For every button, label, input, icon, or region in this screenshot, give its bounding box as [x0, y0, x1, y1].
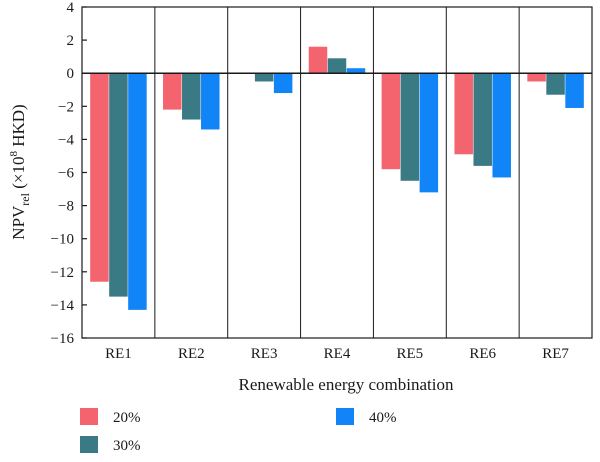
bar-re7-series-2: [546, 73, 565, 95]
x-tick-label-re7: RE7: [542, 346, 569, 362]
bar-re6-series-3: [492, 73, 511, 178]
legend: 20% 30% 40%: [80, 408, 397, 454]
bar-re4-series-1: [308, 46, 328, 74]
x-tick-label-re4: RE4: [324, 346, 351, 362]
y-axis-title-prefix: (×10: [9, 157, 28, 194]
bar-re7-series-1: [527, 73, 546, 82]
y-axis-title-sup: 8: [8, 151, 20, 157]
y-tick-label: −8: [58, 199, 74, 215]
bar-re7-series-3: [565, 73, 584, 108]
bar-re2-series-2: [182, 73, 201, 120]
plot-border: [81, 6, 593, 339]
y-axis-title-suffix: HKD): [9, 104, 28, 151]
y-tick-label: −4: [58, 132, 74, 148]
plot-frame: [81, 6, 593, 339]
bars-group: [90, 46, 584, 310]
bar-re1-series-2: [109, 73, 128, 297]
bar-re2-series-3: [201, 73, 220, 130]
legend-swatch-series-1: [80, 408, 98, 425]
bar-re4-series-3: [346, 68, 366, 74]
category-separators: [154, 7, 520, 338]
x-tick-label-re1: RE1: [105, 346, 132, 362]
y-tick-label: −16: [51, 331, 75, 347]
y-axis-title: NPVrel (×108 HKD): [8, 104, 32, 239]
y-tick-label: 2: [67, 33, 75, 49]
bar-re5-series-1: [381, 73, 401, 170]
bar-re1-series-1: [90, 73, 109, 282]
legend-label-series-1: 20%: [113, 410, 141, 426]
y-tick-label: −6: [58, 166, 74, 182]
y-axis-title-base: NPV: [9, 205, 28, 240]
legend-swatch-series-2: [80, 436, 98, 453]
bar-re5-series-3: [419, 73, 439, 193]
y-tick-label: −2: [58, 99, 74, 115]
x-tick-label-re5: RE5: [397, 346, 424, 362]
legend-label-series-3: 40%: [369, 410, 397, 426]
bar-re6-series-2: [473, 73, 492, 166]
bar-re1-series-3: [128, 73, 147, 310]
x-tick-label-re2: RE2: [178, 346, 205, 362]
bar-re3-series-2: [254, 73, 274, 82]
y-tick-label: −14: [51, 298, 75, 314]
y-tick-label: −12: [51, 265, 74, 281]
y-tick-label: 0: [67, 66, 75, 82]
legend-swatch-series-3: [336, 408, 354, 425]
x-tick-label-re3: RE3: [251, 346, 278, 362]
x-tick-label-re6: RE6: [469, 346, 496, 362]
x-axis: RE1 RE2 RE3 RE4 RE5 RE6 RE7: [105, 346, 569, 362]
x-axis-title: Renewable energy combination: [239, 375, 454, 394]
bar-re3-series-3: [273, 73, 293, 94]
bar-re6-series-1: [454, 73, 473, 155]
y-axis-title-sub: rel: [18, 192, 32, 205]
y-axis: 4 2 0 −2 −4 −6 −8 −10 −12 −14 −16: [51, 0, 87, 347]
y-tick-label: −10: [51, 232, 74, 248]
bar-re2-series-1: [163, 73, 182, 110]
bar-re5-series-2: [400, 73, 420, 181]
y-tick-label: 4: [67, 0, 75, 16]
bar-re4-series-2: [327, 58, 347, 74]
legend-label-series-2: 30%: [113, 438, 141, 454]
